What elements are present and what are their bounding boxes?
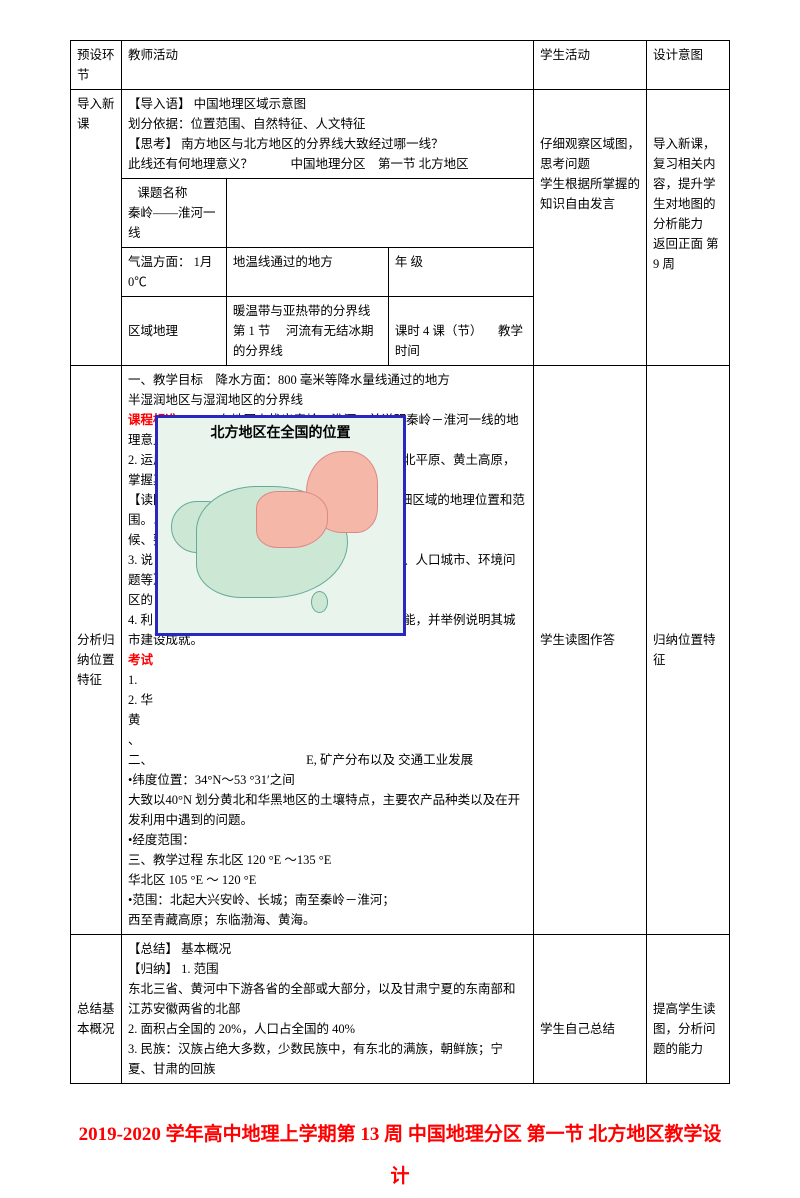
basis: 划分依据：位置范围、自然特征、人文特征 [128,117,366,131]
intro-text: 中国地理区域示意图 [194,97,307,111]
cell-intro: 【导入语】 中国地理区域示意图 划分依据：位置范围、自然特征、人文特征 【思考】… [122,90,534,179]
th-student: 学生活动 [534,41,647,90]
map-title: 北方地区在全国的位置 [158,422,403,442]
intro-label: 【导入语】 [128,97,191,111]
section-no: 第一节 北方地区 [378,157,469,171]
region-cell: 区域地理 [122,297,227,366]
th-teacher: 教师活动 [122,41,534,90]
document-page: 预设环节 教师活动 学生活动 设计意图 导入新课 【导入语】 中国地理区域示意图… [0,0,800,1132]
climate-v2: 地温线通过的地方 [226,248,388,297]
section-intro: 导入新课 [71,90,122,366]
topic-label: 课题名称 秦岭——淮河一线 [122,179,227,248]
zone-cell: 暖温带与亚热带的分界线 第 1 节 河流有无结冰期的分界线 [226,297,388,366]
china-map-figure: 北方地区在全国的位置 [155,415,406,636]
section-analysis: 分析归纳位置特征 [71,366,122,935]
line-q: 此线还有何地理意义？ [128,157,253,171]
china-map-icon [166,446,396,621]
student-summary: 学生自己总结 [534,935,647,1084]
th-intent: 设计意图 [647,41,730,90]
student-intro: 仔细观察区域图，思考问题 学生根据所掌握的知识自由发言 [534,90,647,366]
student-analysis: 学生读图作答 [534,366,647,935]
year-cell: 年 级 [388,248,533,297]
reason-analysis: 归纳位置特征 [647,366,730,935]
test-label: 考试 [128,653,153,667]
reason-summary: 提高学生读图，分析问题的能力 [647,935,730,1084]
mid-title: 中国地理分区 [291,157,366,171]
th-section: 预设环节 [71,41,122,90]
think-label: 【思考】 [128,137,178,151]
climate-cell: 气温方面： 1月 0℃ [122,248,227,297]
think-text: 南方地区与北方地区的分界线大致经过哪一线？ [181,137,444,151]
lesson-count: 课时 4 课（节） 教学时间 [388,297,533,366]
section-summary: 总结基本概况 [71,935,122,1084]
document-title: 2019-2020 学年高中地理上学期第 13 周 中国地理分区 第一节 北方地… [70,1114,730,1198]
cell-summary: 【总结】 基本概况 【归纳】 1. 范围 东北三省、黄河中下游各省的全部或大部分… [122,935,534,1084]
reason-intro: 导入新课，复习相关内容，提升学生对地图的分析能力 返回正面 第 9 周 [647,90,730,366]
